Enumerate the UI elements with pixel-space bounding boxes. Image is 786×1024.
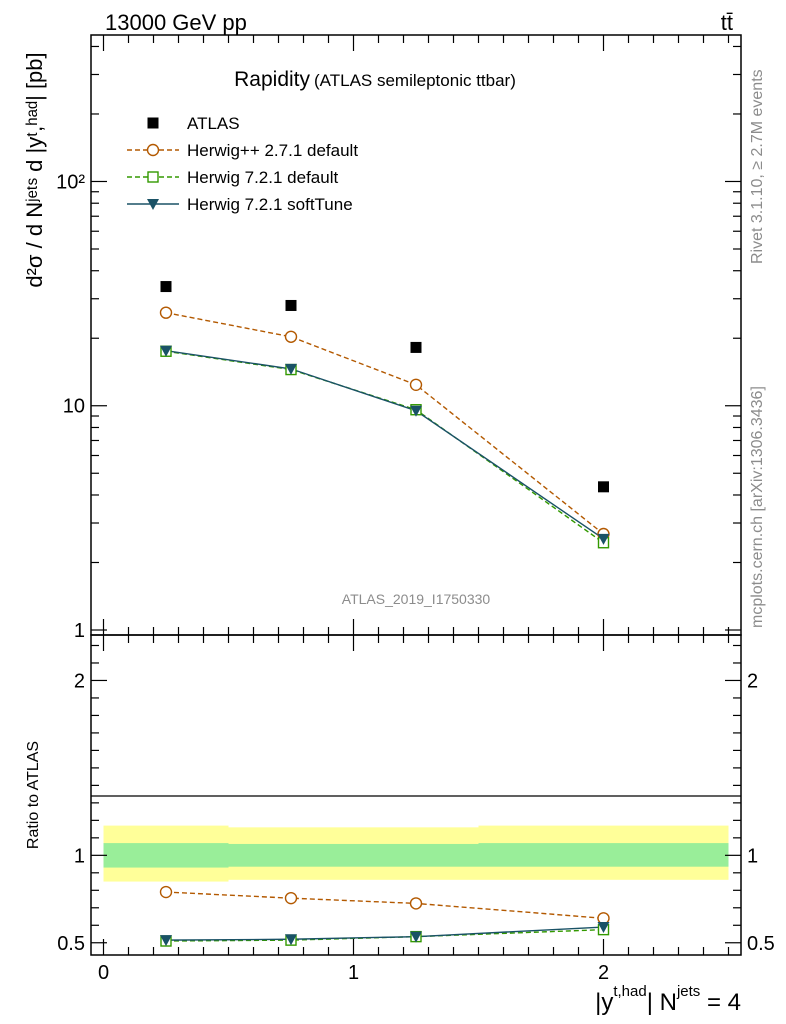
chart-title: Rapidity [234, 68, 310, 91]
main-point-atlas [598, 481, 609, 493]
main-axis-ticks: 1 10 10² [56, 35, 741, 642]
ratio-point-herwig-7-2-1-softtune [597, 922, 610, 934]
legend-marker-herwig-2-7-1-default [146, 143, 160, 157]
main-point-herwig-2-7-1-default [284, 330, 298, 343]
legend: ATLAS Herwig++ 2.7.1 default Herwig 7.2.1 … [127, 114, 358, 214]
main-point-atlas [160, 281, 172, 293]
ratio-y-tick-label: 0.5 [57, 933, 85, 955]
main-line-herwig-7-2-1-default [165, 350, 604, 544]
ratio-axis-ticks: 0.5 0.5 1 1 2 2 0 1 2 [57, 635, 775, 984]
ratio-panel: 0.5 0.5 1 1 2 2 0 1 2 Ratio to ATLAS |yt,had| Nj… [25, 634, 775, 1016]
legend-marker-atlas [147, 117, 159, 129]
ratio-frame [90, 634, 742, 956]
header-left: 13000 GeV pp [105, 10, 247, 35]
analysis-watermark: ATLAS_2019_I1750330 [342, 591, 491, 607]
band-statistical-uncertainty [103, 843, 229, 868]
x-tick-label: 1 [348, 962, 359, 984]
main-y-tick-label: 10 [63, 396, 85, 418]
ratio-point-herwig-2-7-1-default [284, 891, 298, 905]
legend-label-atlas: ATLAS [187, 114, 240, 133]
legend-label-herwig-7-2-1-softtune: Herwig 7.2.1 softTune [187, 195, 353, 214]
ratio-uncertainty-bands [103, 825, 729, 882]
main-y-axis-label: d²σ / d Nʲᵉᵗˢ d |yᵗ,ʰᵃᵈ| [pb] [22, 52, 47, 287]
main-point-herwig-7-2-1-softtune [410, 405, 422, 417]
ratio-y-tick-label-right: 2 [747, 670, 758, 692]
main-point-herwig-7-2-1-softtune [597, 533, 610, 545]
ratio-series [159, 885, 610, 947]
ratio-point-herwig-7-2-1-softtune [410, 931, 422, 943]
header-right: tt̄ [721, 10, 733, 35]
main-point-herwig-2-7-1-default [409, 378, 423, 391]
ratio-point-herwig-7-2-1-softtune [285, 934, 297, 946]
chart-subtitle: (ATLAS semileptonic ttbar) [314, 71, 516, 90]
legend-label-herwig-7-2-1-default: Herwig 7.2.1 default [187, 168, 338, 187]
x-axis-label: |yt,had| Njets = 4 [595, 983, 741, 1016]
rivet-label: Rivet 3.1.10, ≥ 2.7M events [749, 69, 766, 264]
x-tick-label: 0 [98, 962, 109, 984]
ratio-y-tick-label-right: 1 [747, 845, 758, 867]
band-statistical-uncertainty [228, 843, 479, 867]
ratio-y-tick-label: 2 [74, 670, 85, 692]
main-point-herwig-2-7-1-default [159, 306, 173, 319]
ratio-point-herwig-2-7-1-default [159, 885, 173, 899]
ratio-point-herwig-7-2-1-softtune [160, 935, 172, 947]
main-line-herwig-2-7-1-default [165, 311, 604, 535]
main-y-tick-label: 1 [74, 620, 85, 642]
ratio-line-herwig-7-2-1-softtune [165, 926, 604, 941]
legend-marker-herwig-7-2-1-softtune [147, 199, 159, 210]
ratio-y-tick-label: 1 [74, 845, 85, 867]
main-panel: 1 10 10² Rapidity (ATLAS semileptonic ttba… [22, 34, 742, 642]
legend-marker-herwig-7-2-1-default [147, 171, 159, 183]
band-statistical-uncertainty [478, 843, 729, 867]
main-point-herwig-7-2-1-softtune [285, 363, 297, 375]
main-series [159, 281, 610, 549]
main-line-herwig-7-2-1-softtune [165, 349, 604, 540]
legend-label-herwig-2-7-1-default: Herwig++ 2.7.1 default [187, 141, 358, 160]
ratio-y-axis-label: Ratio to ATLAS [25, 741, 42, 849]
main-y-tick-label: 10² [56, 171, 85, 193]
ratio-y-tick-label-right: 0.5 [747, 933, 775, 955]
main-point-herwig-7-2-1-softtune [160, 345, 172, 357]
x-tick-label: 2 [598, 962, 609, 984]
mcplots-label: mcplots.cern.ch [arXiv:1306.3436] [749, 386, 766, 628]
ratio-line-herwig-2-7-1-default [165, 891, 604, 919]
main-point-atlas [285, 299, 297, 311]
ratio-point-herwig-2-7-1-default [409, 897, 423, 910]
main-point-atlas [410, 341, 422, 353]
